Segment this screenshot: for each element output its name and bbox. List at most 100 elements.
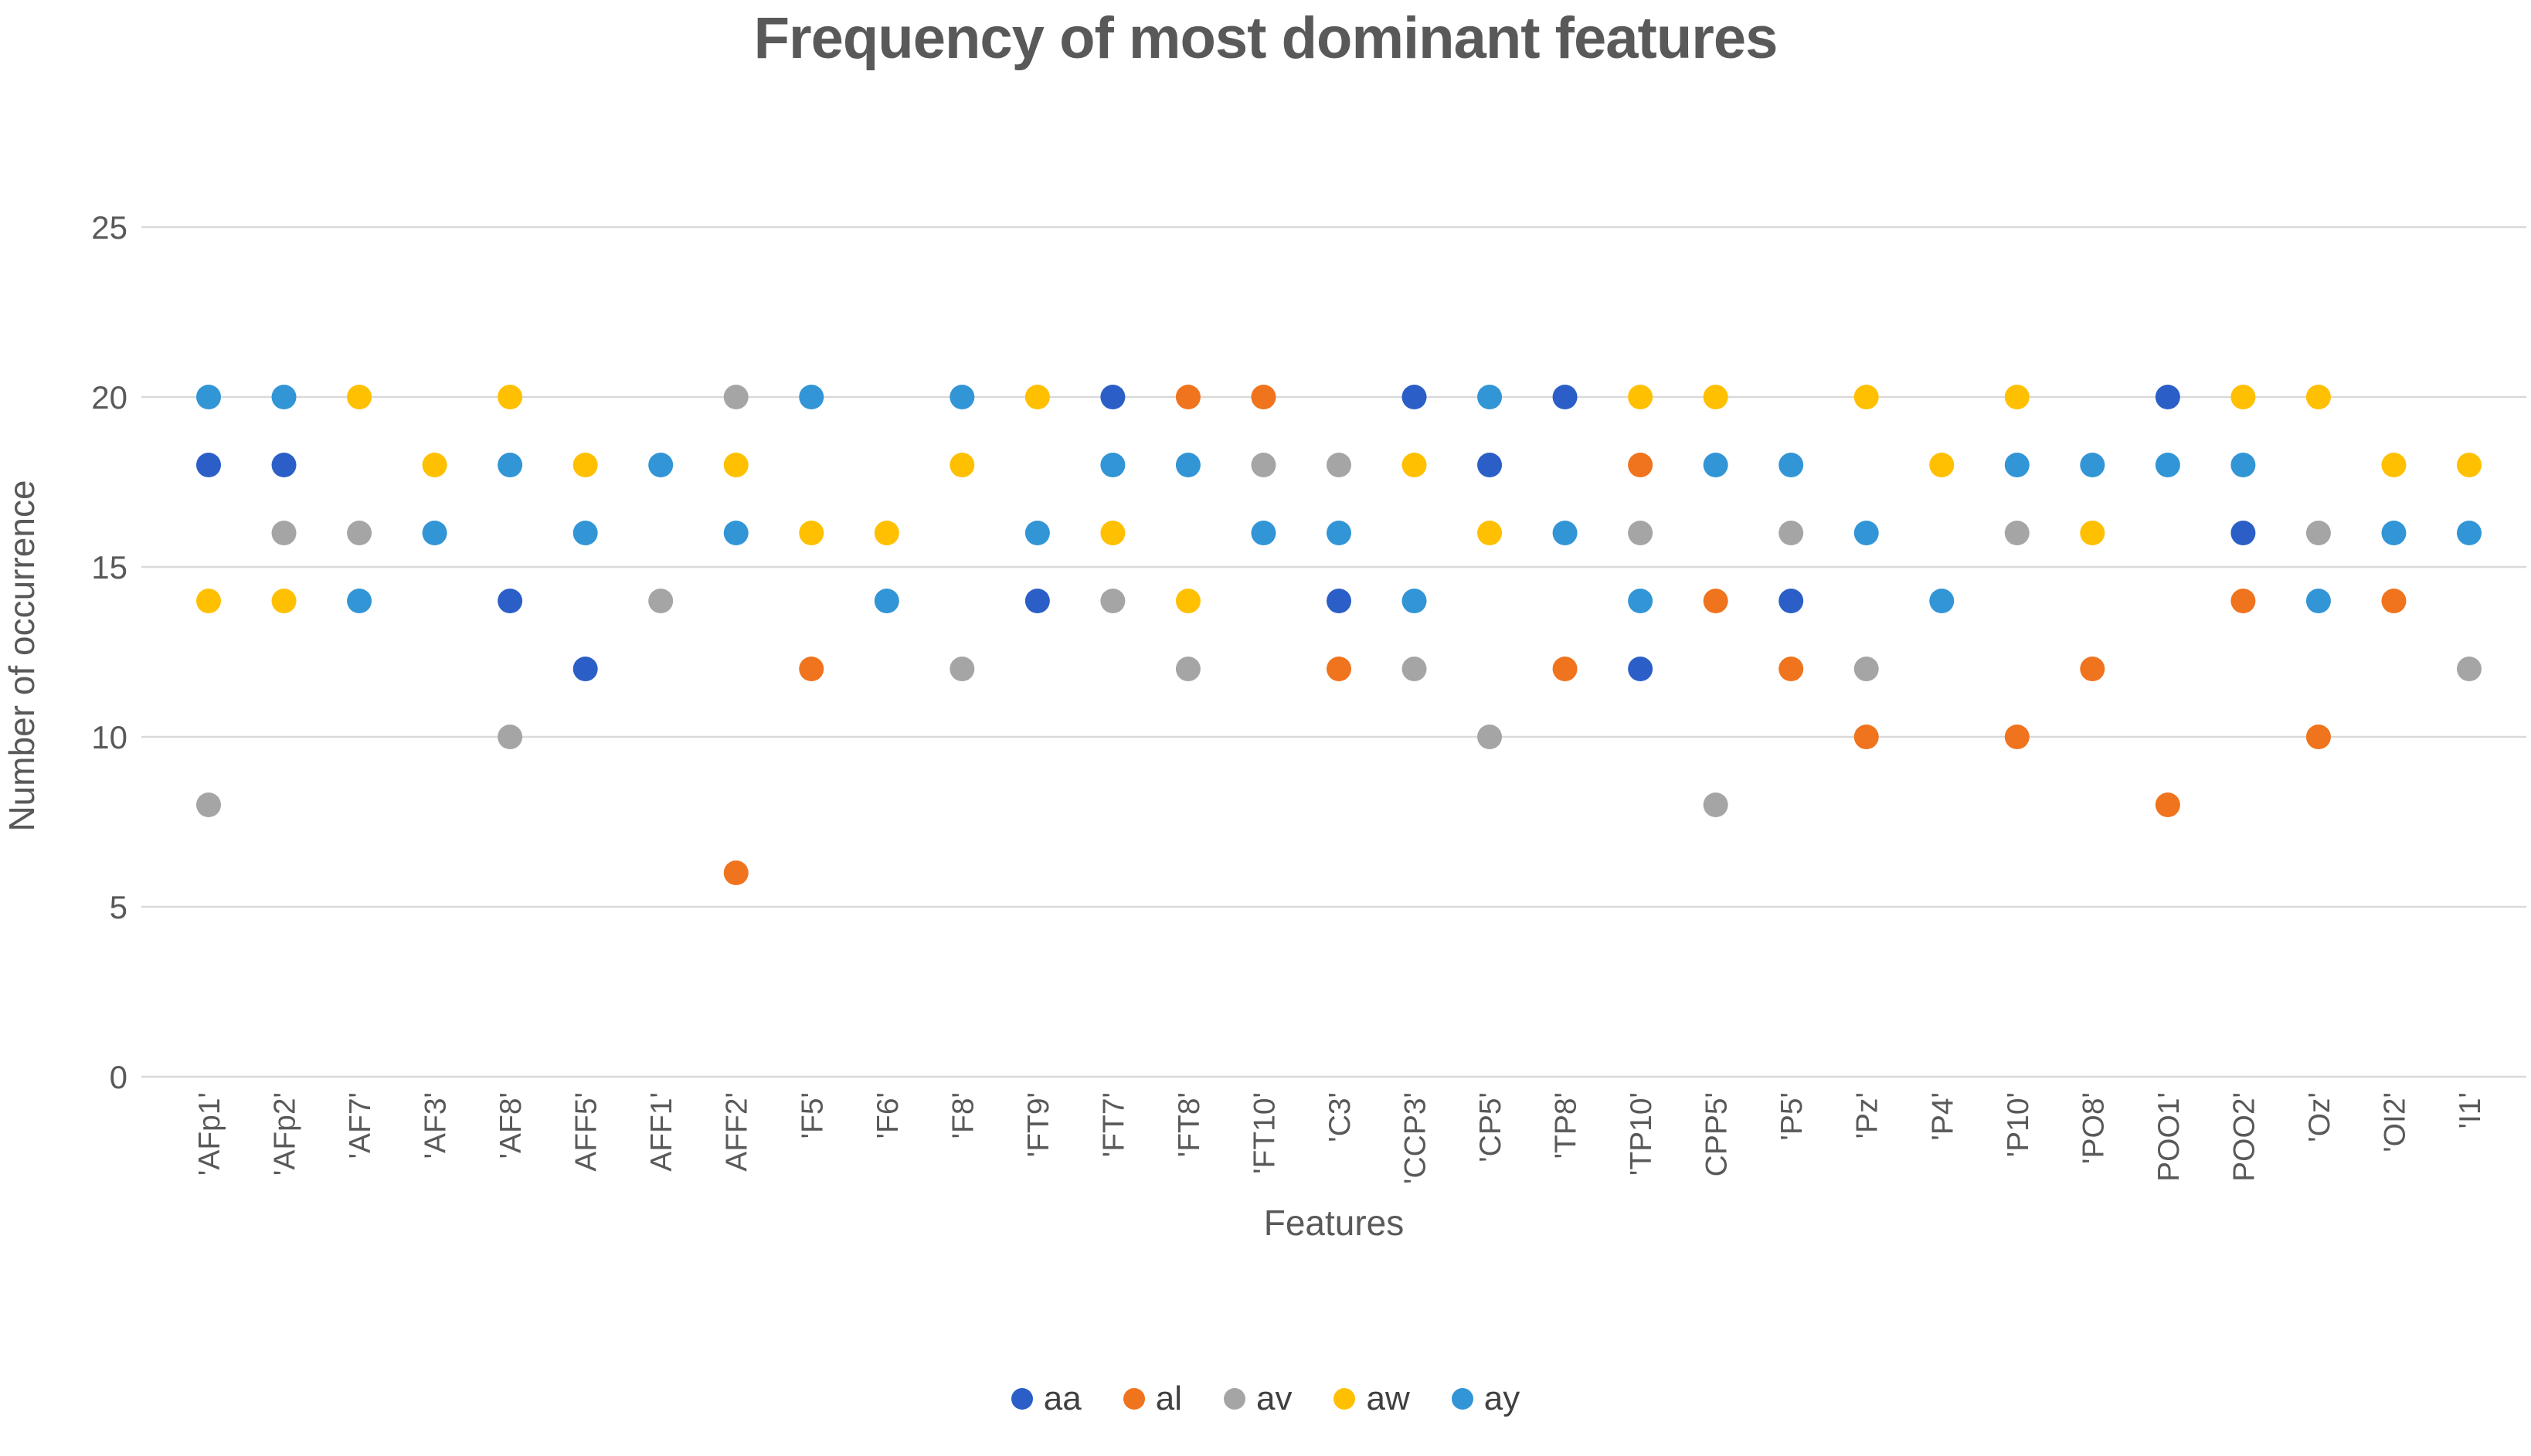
point-ay-'CP5' — [1477, 385, 1503, 409]
x-tick-label: 'P5' — [1775, 1092, 1809, 1141]
point-ay-'CCP3' — [1401, 589, 1427, 613]
y-tick-label: 15 — [91, 549, 127, 585]
point-aa-AFF5' — [572, 657, 598, 681]
point-al-'FT8' — [1175, 385, 1201, 409]
point-aw-'I1' — [2456, 453, 2482, 477]
point-aw-POO2' — [2230, 385, 2256, 409]
point-ay-'AF7' — [347, 589, 372, 613]
legend-dot-av — [1223, 1388, 1245, 1410]
x-tick-label: 'AF8' — [494, 1092, 528, 1159]
legend-label: aw — [1366, 1380, 1410, 1417]
point-ay-POO2' — [2230, 453, 2256, 477]
point-aa-'C3' — [1326, 589, 1351, 613]
x-tick-label: 'P4' — [1926, 1092, 1959, 1141]
point-aw-'FT7' — [1100, 521, 1126, 545]
point-aw-'AFp2' — [271, 589, 297, 613]
point-aw-'Oz' — [2305, 385, 2331, 409]
point-av-'F8' — [950, 657, 975, 681]
legend-item-aa: aa — [1011, 1380, 1082, 1418]
point-aa-POO2' — [2230, 521, 2256, 545]
point-ay-'AFp2' — [271, 385, 297, 409]
point-av-'FT10' — [1251, 453, 1276, 477]
x-tick-label: 'AF7' — [344, 1092, 377, 1159]
x-tick-label: POO2' — [2227, 1092, 2261, 1182]
point-av-'C3' — [1326, 453, 1351, 477]
point-al-'PO8' — [2080, 657, 2105, 681]
x-tick-label: 'F6' — [871, 1092, 905, 1139]
legend-item-al: al — [1123, 1380, 1182, 1418]
point-aw-'AF3' — [422, 453, 447, 477]
point-ay-'AF3' — [422, 521, 447, 545]
point-ay-AFF2' — [723, 521, 749, 545]
point-aw-'F8' — [950, 453, 975, 477]
point-aw-'FT9' — [1024, 385, 1050, 409]
x-tick-label: 'AFp1' — [193, 1092, 226, 1176]
point-ay-'P4' — [1929, 589, 1955, 613]
point-av-AFF1' — [648, 589, 674, 613]
point-ay-'C3' — [1326, 521, 1351, 545]
y-tick-label: 25 — [91, 209, 127, 246]
x-tick-label: AFF2' — [721, 1092, 754, 1172]
x-tick-label: CPP5' — [1700, 1092, 1734, 1176]
point-aa-'CCP3' — [1401, 385, 1427, 409]
point-av-'Oz' — [2305, 521, 2331, 545]
point-al-POO2' — [2230, 589, 2256, 613]
point-av-AFF2' — [723, 385, 749, 409]
point-al-'C3' — [1326, 657, 1351, 681]
point-av-'TP10' — [1628, 521, 1653, 545]
point-aa-'AFp2' — [271, 453, 297, 477]
point-aw-AFF5' — [572, 453, 598, 477]
y-axis-title: Number of occurrence — [2, 480, 42, 832]
point-aw-'AF7' — [347, 385, 372, 409]
point-ay-'F8' — [950, 385, 975, 409]
legend-item-ay: ay — [1451, 1380, 1520, 1418]
x-tick-label: POO1' — [2152, 1092, 2186, 1182]
point-ay-'FT9' — [1024, 521, 1050, 545]
x-tick-label: 'FT8' — [1173, 1092, 1206, 1157]
point-av-'AF8' — [498, 725, 523, 749]
point-aw-'CCP3' — [1401, 453, 1427, 477]
point-aa-'P5' — [1778, 589, 1804, 613]
point-ay-'FT8' — [1175, 453, 1201, 477]
point-aw-'P10' — [2004, 385, 2030, 409]
x-tick-label: 'F5' — [796, 1092, 829, 1139]
legend-dot-ay — [1451, 1388, 1473, 1410]
point-aw-'TP10' — [1628, 385, 1653, 409]
y-tick-label: 5 — [110, 889, 127, 925]
x-tick-label: 'AFp2' — [269, 1092, 302, 1176]
point-ay-'P10' — [2004, 453, 2030, 477]
x-tick-label: 'C3' — [1323, 1092, 1357, 1142]
point-av-'AF7' — [347, 521, 372, 545]
x-tick-label: 'CP5' — [1474, 1092, 1507, 1162]
point-aw-'P4' — [1929, 453, 1955, 477]
legend-dot-aa — [1011, 1388, 1033, 1410]
legend-dot-al — [1123, 1388, 1145, 1410]
y-tick-label: 20 — [91, 379, 127, 416]
legend-item-av: av — [1223, 1380, 1292, 1418]
chart-title: Frequency of most dominant features — [753, 5, 1778, 71]
point-av-'P5' — [1778, 521, 1804, 545]
point-ay-'Pz' — [1853, 521, 1879, 545]
point-aa-POO1' — [2155, 385, 2180, 409]
x-tick-label: 'FT7' — [1097, 1092, 1130, 1157]
x-tick-label: 'P10' — [2002, 1092, 2035, 1157]
point-aw-AFF2' — [723, 453, 749, 477]
point-av-'CCP3' — [1401, 657, 1427, 681]
x-tick-label: 'PO8' — [2077, 1092, 2110, 1164]
point-av-'FT7' — [1100, 589, 1126, 613]
point-ay-AFF5' — [572, 521, 598, 545]
point-av-'I1' — [2456, 657, 2482, 681]
point-ay-'TP8' — [1552, 521, 1578, 545]
point-al-'TP10' — [1628, 453, 1653, 477]
point-aa-'CP5' — [1477, 453, 1503, 477]
point-aa-'AFp1' — [196, 453, 221, 477]
point-ay-POO1' — [2155, 453, 2180, 477]
y-tick-label: 10 — [91, 719, 127, 755]
point-ay-'Oz' — [2305, 589, 2331, 613]
point-aw-'AF8' — [498, 385, 523, 409]
x-tick-label: AFF1' — [645, 1092, 678, 1172]
point-aa-'AF8' — [498, 589, 523, 613]
x-tick-label: 'FT9' — [1022, 1092, 1055, 1157]
point-ay-'I1' — [2456, 521, 2482, 545]
